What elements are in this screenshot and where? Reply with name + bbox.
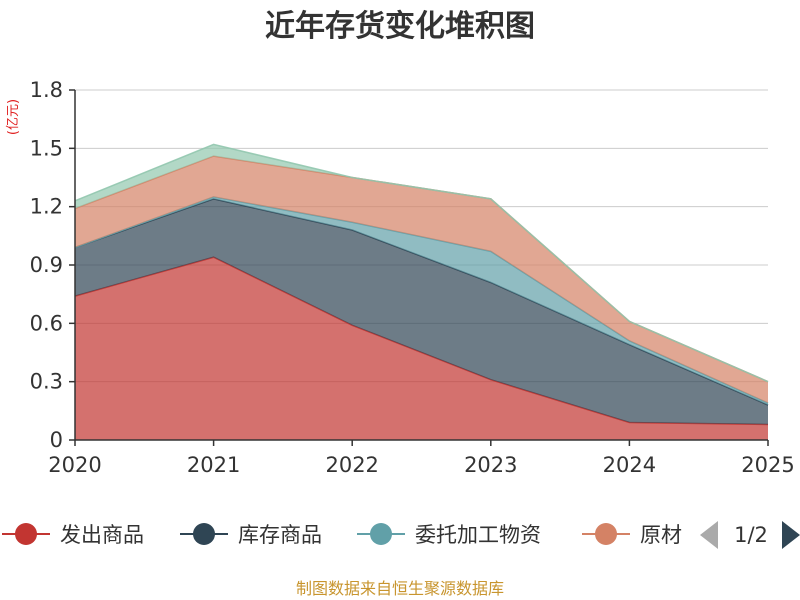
- chart-title: 近年存货变化堆积图: [265, 9, 535, 44]
- x-tick-label: 2021: [187, 453, 240, 477]
- x-tick-label: 2022: [325, 453, 378, 477]
- legend-marker-icon: [193, 523, 215, 545]
- legend-item[interactable]: 原材: [582, 523, 682, 547]
- area-series-group: [74, 143, 769, 440]
- area-series-2: [75, 196, 768, 405]
- legend-marker-icon: [370, 523, 392, 545]
- y-tick-label: 0: [50, 428, 63, 452]
- y-tick-label: 0.3: [30, 370, 63, 394]
- y-tick-label: 1.5: [30, 136, 63, 160]
- x-tick-label: 2020: [48, 453, 101, 477]
- y-axis-label: (亿元): [6, 99, 21, 135]
- y-tick-label: 1.8: [30, 78, 63, 102]
- legend-page-indicator: 1/2: [734, 523, 768, 547]
- area-series-3: [75, 156, 768, 404]
- legend-marker-icon: [595, 523, 617, 545]
- x-tick-label: 2024: [603, 453, 656, 477]
- y-tick-label: 0.6: [30, 311, 63, 335]
- legend-prev-page-icon[interactable]: [700, 521, 718, 549]
- legend-item[interactable]: 库存商品: [180, 523, 322, 547]
- legend-label: 发出商品: [60, 523, 144, 547]
- x-tick-labels: 2020 2021 2022 2023 2024 2025: [48, 453, 794, 477]
- y-tick-label: 1.2: [30, 195, 63, 219]
- legend-items: 发出商品 库存商品 委托加工物资 原材: [2, 523, 682, 547]
- axes: [69, 89, 769, 446]
- data-source-footer: 制图数据来自恒生聚源数据库: [296, 579, 504, 598]
- area-series-0: [75, 257, 768, 440]
- legend-marker-icon: [15, 523, 37, 545]
- y-tick-labels: 0 0.3 0.6 0.9 1.2 1.5 1.8: [30, 78, 63, 452]
- legend-label: 原材: [640, 523, 682, 547]
- x-tick-label: 2025: [741, 453, 794, 477]
- legend-next-page-icon[interactable]: [782, 521, 800, 549]
- area-series-line-4: [74, 143, 769, 383]
- legend-item[interactable]: 委托加工物资: [357, 523, 541, 547]
- x-tick-label: 2023: [464, 453, 517, 477]
- legend: 发出商品 库存商品 委托加工物资 原材: [2, 523, 682, 547]
- y-tick-label: 0.9: [30, 253, 63, 277]
- legend-label: 委托加工物资: [415, 523, 541, 547]
- legend-label: 库存商品: [238, 523, 322, 547]
- legend-item[interactable]: 发出商品: [2, 523, 144, 547]
- area-series-1: [75, 198, 768, 425]
- legend-pager: 1/2: [700, 521, 800, 549]
